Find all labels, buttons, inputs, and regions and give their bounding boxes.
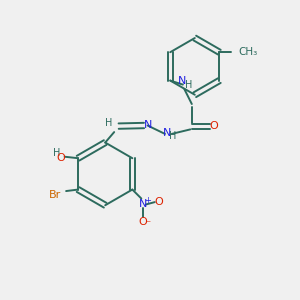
- Text: O: O: [138, 218, 147, 227]
- Text: ⁻: ⁻: [145, 220, 150, 230]
- Text: N: N: [163, 128, 171, 138]
- Text: O: O: [57, 153, 65, 163]
- Text: O: O: [154, 197, 163, 207]
- Text: H: H: [184, 80, 192, 90]
- Text: N: N: [139, 200, 147, 209]
- Text: H: H: [105, 118, 113, 128]
- Text: N: N: [178, 76, 186, 86]
- Text: H: H: [53, 148, 61, 158]
- Text: O: O: [209, 122, 218, 131]
- Text: Br: Br: [49, 190, 61, 200]
- Text: CH₃: CH₃: [239, 47, 258, 57]
- Text: N: N: [143, 120, 152, 130]
- Text: H: H: [169, 131, 176, 141]
- Text: +: +: [145, 196, 151, 206]
